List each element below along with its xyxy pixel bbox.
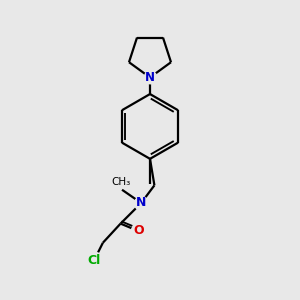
Text: O: O	[133, 224, 143, 238]
Text: N: N	[136, 196, 146, 209]
Text: Cl: Cl	[87, 254, 101, 267]
Text: CH₃: CH₃	[111, 177, 130, 188]
Text: N: N	[145, 71, 155, 84]
